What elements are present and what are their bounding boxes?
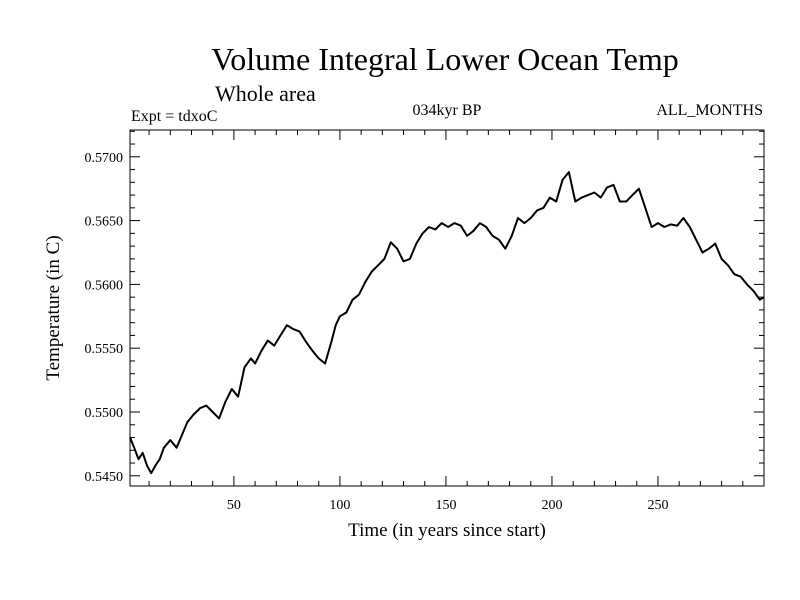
major-ticks [130, 130, 764, 486]
x-tick-label: 150 [435, 498, 456, 513]
period-label: 034kyr BP [413, 102, 482, 119]
y-tick-label: 0.5450 [85, 470, 124, 485]
y-tick-label: 0.5700 [85, 151, 124, 166]
y-tick-label: 0.5550 [85, 342, 124, 357]
y-tick-labels: 0.5450 0.5500 0.5550 0.5600 0.5650 0.5700 [85, 151, 124, 485]
x-axis-label: Time (in years since start) [348, 520, 546, 541]
y-axis-label: Temperature (in C) [43, 235, 64, 380]
plot-area-frame [129, 129, 765, 487]
y-tick-label: 0.5600 [85, 278, 124, 293]
x-tick-label: 250 [647, 498, 668, 513]
y-tick-label: 0.5500 [85, 406, 124, 421]
minor-ticks [130, 130, 765, 486]
x-tick-labels: 50 100 150 200 250 [227, 498, 669, 513]
months-label: ALL_MONTHS [656, 102, 763, 119]
experiment-label: Expt = tdxoC [131, 108, 217, 125]
x-tick-label: 100 [329, 498, 350, 513]
x-tick-label: 50 [227, 498, 241, 513]
x-tick-label: 200 [541, 498, 562, 513]
chart-title: Volume Integral Lower Ocean Temp [211, 41, 679, 77]
y-tick-label: 0.5650 [85, 215, 124, 230]
temperature-series-line [129, 171, 765, 475]
chart-subtitle: Whole area [215, 81, 316, 106]
